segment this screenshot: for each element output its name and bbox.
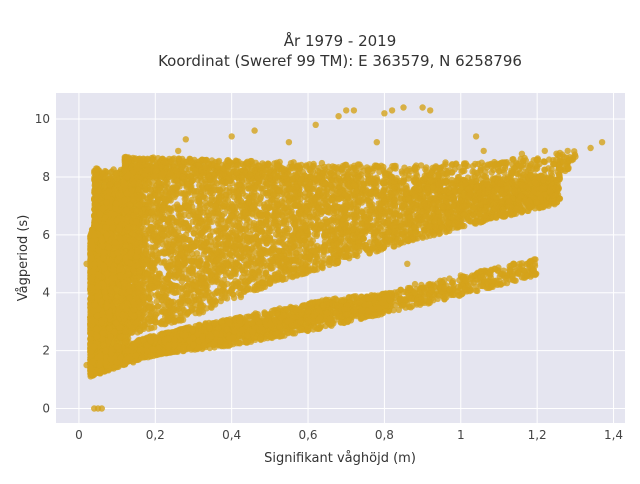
data-point bbox=[191, 243, 197, 249]
data-point bbox=[242, 210, 248, 216]
data-point bbox=[188, 258, 194, 264]
data-point bbox=[160, 302, 166, 308]
data-point bbox=[490, 194, 496, 200]
data-point bbox=[278, 239, 284, 245]
chart-title-line-1: År 1979 - 2019 bbox=[284, 31, 397, 50]
data-point bbox=[231, 295, 237, 301]
data-point bbox=[246, 260, 252, 266]
data-point bbox=[146, 305, 152, 311]
data-point bbox=[314, 233, 320, 239]
data-point bbox=[225, 219, 231, 225]
data-point bbox=[187, 265, 193, 271]
data-point bbox=[236, 182, 242, 188]
data-point bbox=[332, 234, 338, 240]
data-point bbox=[192, 214, 198, 220]
data-point bbox=[212, 290, 218, 296]
data-point bbox=[148, 216, 154, 222]
data-point bbox=[416, 187, 422, 193]
data-point bbox=[263, 251, 269, 257]
data-point bbox=[359, 209, 365, 215]
data-point bbox=[171, 234, 177, 240]
data-point bbox=[322, 229, 328, 235]
data-point bbox=[251, 220, 257, 226]
data-point bbox=[365, 198, 371, 204]
data-point bbox=[378, 246, 384, 252]
data-point bbox=[298, 260, 304, 266]
data-point bbox=[282, 217, 288, 223]
data-point bbox=[297, 196, 303, 202]
data-point bbox=[384, 205, 390, 211]
data-point bbox=[186, 298, 192, 304]
data-point bbox=[399, 185, 405, 191]
data-point bbox=[342, 200, 348, 206]
data-point bbox=[548, 176, 554, 182]
data-point bbox=[163, 291, 169, 297]
data-point bbox=[372, 230, 378, 236]
data-point bbox=[326, 255, 332, 261]
data-point bbox=[381, 198, 387, 204]
data-point bbox=[146, 295, 152, 301]
data-point bbox=[328, 184, 334, 190]
data-point bbox=[153, 247, 159, 253]
data-point bbox=[219, 281, 225, 287]
data-point bbox=[186, 281, 192, 287]
data-point bbox=[225, 270, 231, 276]
data-point bbox=[190, 271, 196, 277]
data-point bbox=[207, 268, 213, 274]
data-point bbox=[318, 222, 324, 228]
data-point bbox=[181, 259, 187, 265]
data-point bbox=[166, 231, 172, 237]
data-point bbox=[216, 186, 222, 192]
data-point bbox=[336, 247, 342, 253]
data-point bbox=[224, 241, 230, 247]
data-point bbox=[170, 192, 176, 198]
data-point bbox=[445, 210, 451, 216]
data-point bbox=[385, 220, 391, 226]
data-point bbox=[492, 205, 498, 211]
data-point bbox=[230, 221, 236, 227]
data-point bbox=[216, 266, 222, 272]
data-point bbox=[301, 224, 307, 230]
data-point bbox=[274, 274, 280, 280]
data-point bbox=[179, 305, 185, 311]
data-point bbox=[222, 200, 228, 206]
data-point bbox=[291, 201, 297, 207]
data-point bbox=[335, 259, 341, 265]
data-point bbox=[218, 193, 224, 199]
data-point bbox=[149, 318, 155, 324]
data-point bbox=[287, 273, 293, 279]
data-point bbox=[352, 216, 358, 222]
data-point bbox=[392, 203, 398, 209]
data-point bbox=[151, 324, 157, 330]
data-point bbox=[412, 201, 418, 207]
data-point bbox=[222, 230, 228, 236]
data-point bbox=[286, 261, 292, 267]
data-point bbox=[95, 188, 101, 194]
data-point bbox=[412, 193, 418, 199]
data-point bbox=[157, 271, 163, 277]
data-point bbox=[355, 197, 361, 203]
data-point bbox=[305, 268, 311, 274]
chart-title-line-2: Koordinat (Sweref 99 TM): E 363579, N 62… bbox=[158, 52, 522, 70]
data-point bbox=[293, 250, 299, 256]
data-point bbox=[195, 288, 201, 294]
data-point bbox=[385, 213, 391, 219]
data-point bbox=[148, 311, 154, 317]
data-point bbox=[210, 213, 216, 219]
data-point bbox=[251, 286, 257, 292]
data-point bbox=[218, 179, 224, 185]
data-point bbox=[203, 292, 209, 298]
data-point bbox=[238, 203, 244, 209]
data-point bbox=[292, 257, 298, 263]
data-point bbox=[143, 248, 149, 254]
data-point bbox=[498, 199, 504, 205]
data-point bbox=[397, 212, 403, 218]
data-point bbox=[263, 211, 269, 217]
data-point bbox=[182, 192, 188, 198]
data-point bbox=[194, 208, 200, 214]
